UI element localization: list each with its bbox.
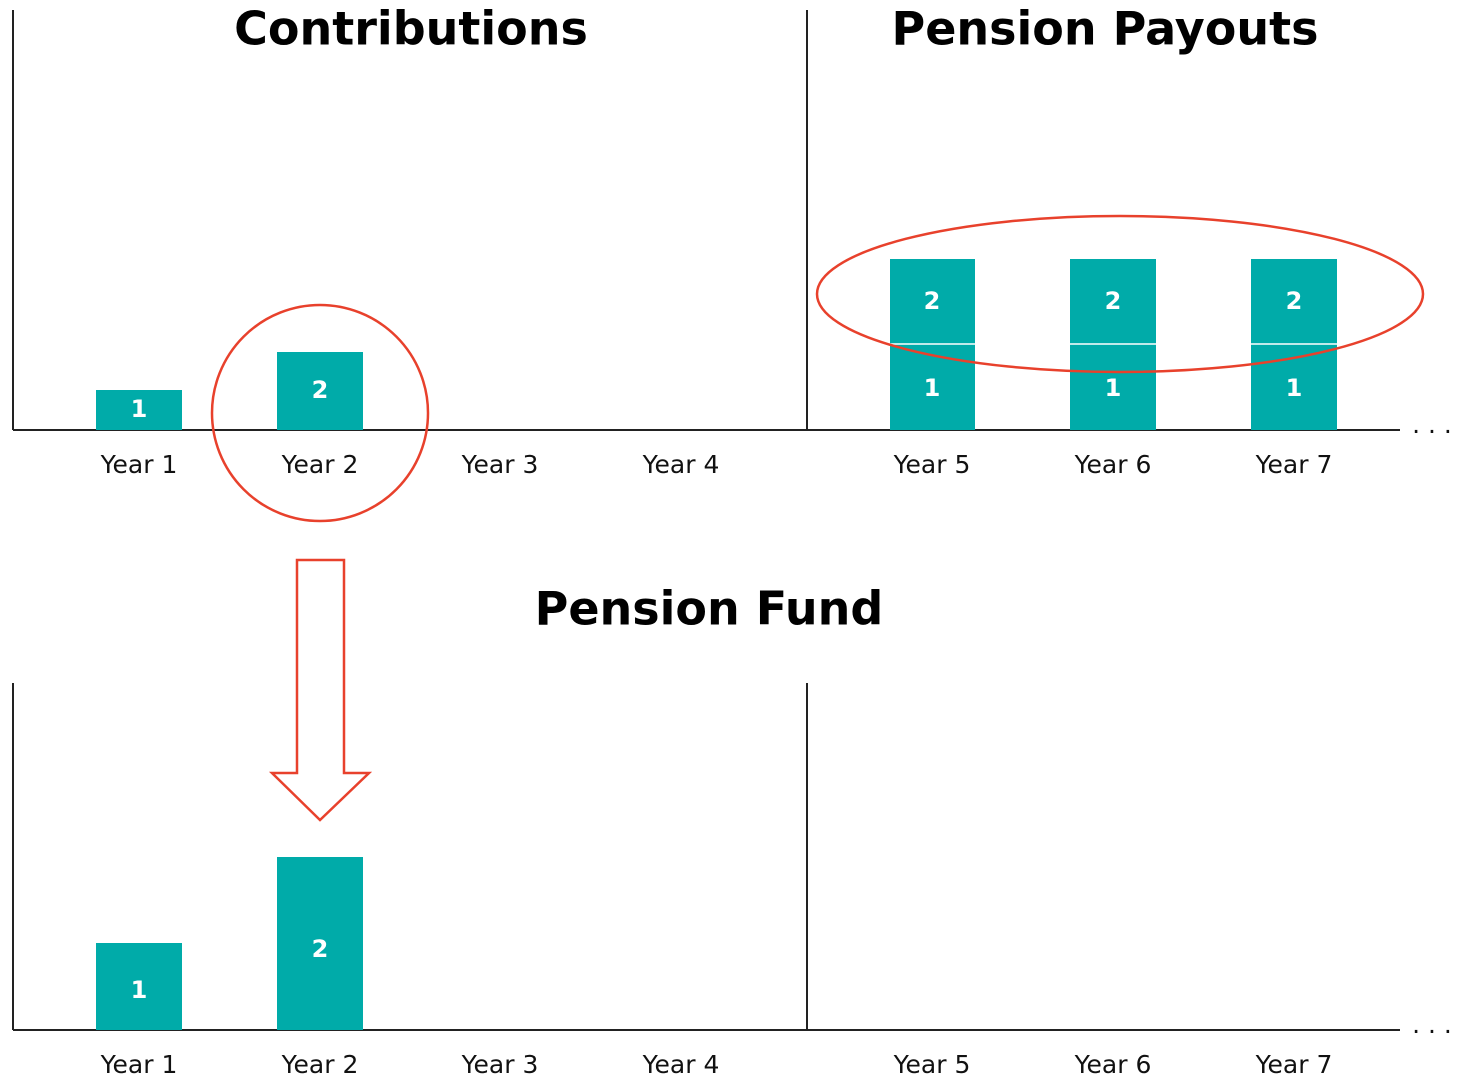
year-label: Year 7 xyxy=(1255,1050,1333,1079)
year-label: Year 1 xyxy=(100,1050,178,1079)
year-label: Year 2 xyxy=(281,450,359,479)
title: Contributions xyxy=(234,2,588,56)
year-label: Year 1 xyxy=(100,450,178,479)
bar-label: 2 xyxy=(1105,287,1122,315)
continuation: . . . xyxy=(1412,410,1452,439)
bar xyxy=(96,943,182,1030)
continuation: . . . xyxy=(1412,1010,1452,1039)
bar-label: 1 xyxy=(1286,374,1303,402)
highlight-ellipse xyxy=(815,214,1425,374)
title: Pension Payouts xyxy=(892,2,1319,56)
year-label: Year 5 xyxy=(893,450,971,479)
bar-label: 1 xyxy=(1105,374,1122,402)
bar xyxy=(277,857,363,1030)
bar xyxy=(277,352,363,430)
bar xyxy=(96,390,182,430)
bar-label: 2 xyxy=(312,935,329,963)
arrow xyxy=(268,558,373,822)
year-label: Year 7 xyxy=(1255,450,1333,479)
year-label: Year 3 xyxy=(461,1050,539,1079)
payout-bars: 1 2 1 2 1 2 xyxy=(890,259,1337,430)
bar-label: 2 xyxy=(924,287,941,315)
bar-label: 1 xyxy=(131,395,148,423)
year-label: Year 3 xyxy=(461,450,539,479)
bar-label: 2 xyxy=(312,376,329,404)
year-label: Year 5 xyxy=(893,1050,971,1079)
bar-label: 1 xyxy=(924,374,941,402)
bar-label: 1 xyxy=(131,976,148,1004)
highlight-circle xyxy=(210,303,430,523)
year-labels: Year 1 Year 2 Year 3 Year 4 Year 5 Year 6 Year… xyxy=(100,450,1333,1079)
year-label: Year 4 xyxy=(642,450,720,479)
year-label: Year 4 xyxy=(642,1050,720,1079)
year-label: Year 6 xyxy=(1074,450,1152,479)
bar-label: 2 xyxy=(1286,287,1303,315)
year-label: Year 6 xyxy=(1074,1050,1152,1079)
year-label: Year 2 xyxy=(281,1050,359,1079)
title: Pension Fund xyxy=(535,582,884,636)
